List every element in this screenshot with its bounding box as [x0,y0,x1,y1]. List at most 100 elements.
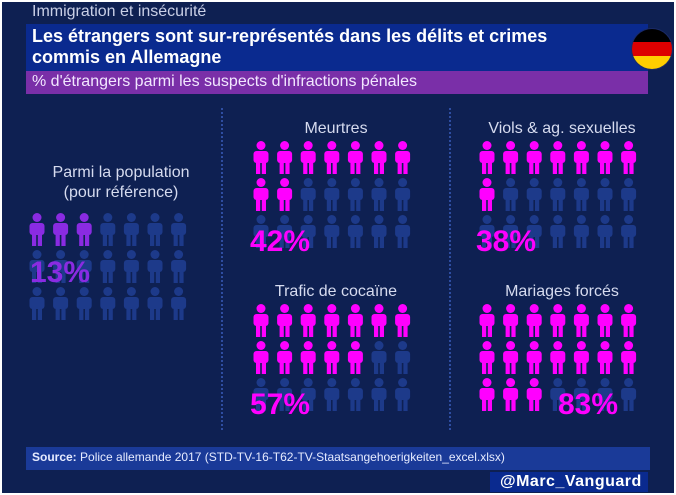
person-icon-meurtres-base [347,178,363,211]
person-icon-viols-base [597,215,613,248]
person-icon-cocaine-highlighted [300,304,316,337]
person-icon-population-base [171,213,187,246]
person-icon-meurtres-highlighted [324,141,340,174]
panel-title-viols: Viols & ag. sexuelles [488,120,636,137]
person-icon-cocaine-highlighted [347,304,363,337]
percent-label-cocaine: 57% [250,388,311,421]
person-icon-mariages-base [621,378,637,411]
person-icon-viols-highlighted [597,141,613,174]
person-icon-mariages-highlighted [573,304,589,337]
percent-label-meurtres: 42% [250,225,311,258]
population-title-line-1: Parmi la population [52,164,190,181]
person-icon-mariages-base [573,378,589,411]
person-icon-population-base [147,250,163,283]
author-handle: @Marc_Vanguard [500,473,642,490]
person-icon-mariages-highlighted [550,341,566,374]
person-icon-population-base [76,250,92,283]
person-icon-population-base [53,250,69,283]
person-icon-meurtres-highlighted [277,178,293,211]
person-icon-population-highlighted [76,213,92,246]
person-icon-population-base [171,250,187,283]
person-icon-cocaine-base [324,378,340,411]
person-icon-meurtres-base [347,215,363,248]
person-icon-population-base [123,287,139,320]
title-box: Les étrangers sont sur-représentés dans … [26,24,648,71]
person-icon-meurtres-highlighted [300,141,316,174]
person-icon-population-base [123,213,139,246]
person-icon-mariages-highlighted [503,378,519,411]
person-icon-meurtres-base [324,215,340,248]
person-icon-meurtres-base [277,215,293,248]
person-icon-meurtres-highlighted [395,141,411,174]
source-text: Source: Police allemande 2017 (STD-TV-16… [32,450,505,464]
person-icon-mariages-base [597,378,613,411]
person-icon-cocaine-highlighted [253,341,269,374]
panel-title-meurtres: Meurtres [304,120,368,137]
person-icon-meurtres-base [395,178,411,211]
separator-left [221,108,223,430]
person-icon-viols-base [621,215,637,248]
person-icon-cocaine-highlighted [395,304,411,337]
person-icon-population-base [29,287,45,320]
person-icon-cocaine-highlighted [277,304,293,337]
person-icon-meurtres-highlighted [253,178,269,211]
person-icon-population-base [147,287,163,320]
person-icon-viols-base [526,215,542,248]
person-icon-mariages-highlighted [621,304,637,337]
person-icon-viols-highlighted [573,141,589,174]
topic-label: Immigration et insécurité [32,3,207,20]
person-icon-mariages-highlighted [479,341,495,374]
person-icon-viols-highlighted [621,141,637,174]
subtitle-box: % d'étrangers parmi les suspects d'infra… [26,71,648,94]
person-icon-meurtres-highlighted [371,141,387,174]
person-icon-meurtres-base [371,215,387,248]
source-details: Police allemande 2017 (STD-TV-16-T62-TV-… [76,450,505,464]
person-icon-viols-base [550,178,566,211]
person-icon-population-base [53,287,69,320]
person-icon-viols-highlighted [526,141,542,174]
person-icon-viols-base [503,178,519,211]
person-icon-meurtres-base [395,215,411,248]
person-icon-meurtres-highlighted [277,141,293,174]
person-icon-mariages-highlighted [503,341,519,374]
person-icon-population-base [100,213,116,246]
person-icon-viols-base [526,178,542,211]
person-icon-population-highlighted [53,213,69,246]
person-icon-cocaine-highlighted [324,341,340,374]
person-icon-mariages-highlighted [573,341,589,374]
person-icon-meurtres-base [324,178,340,211]
person-icon-mariages-highlighted [526,378,542,411]
person-icon-population-base [100,287,116,320]
person-icon-cocaine-base [371,341,387,374]
person-icon-viols-base [621,178,637,211]
person-icon-mariages-highlighted [503,304,519,337]
person-icon-population-base [100,250,116,283]
panel-title-mariages: Mariages forcés [505,283,619,300]
person-icon-meurtres-base [300,215,316,248]
page-title: Les étrangers sont sur-représentés dans … [32,26,592,68]
person-icon-population-base [147,213,163,246]
person-icon-viols-highlighted [550,141,566,174]
percent-label-viols: 38% [476,225,537,258]
person-icon-mariages-highlighted [526,304,542,337]
person-icon-meurtres-highlighted [253,141,269,174]
author-handle-box: @Marc_Vanguard [490,472,648,492]
person-icon-viols-highlighted [479,141,495,174]
person-icon-mariages-highlighted [597,304,613,337]
person-icon-mariages-highlighted [550,304,566,337]
panel-title-population: Parmi la population (pour référence) [26,163,216,203]
source-box: Source: Police allemande 2017 (STD-TV-16… [26,447,650,470]
person-icon-cocaine-highlighted [277,341,293,374]
title-line-2: commis en Allemagne [32,47,222,67]
person-icon-cocaine-base [395,341,411,374]
person-icon-viols-base [573,178,589,211]
person-icon-cocaine-highlighted [300,341,316,374]
person-icon-meurtres-base [371,178,387,211]
person-icon-cocaine-base [277,378,293,411]
person-icon-mariages-highlighted [597,341,613,374]
title-line-1: Les étrangers sont sur-représentés dans … [32,26,548,46]
person-icon-population-base [123,250,139,283]
person-icon-cocaine-highlighted [347,341,363,374]
person-icon-cocaine-base [300,378,316,411]
